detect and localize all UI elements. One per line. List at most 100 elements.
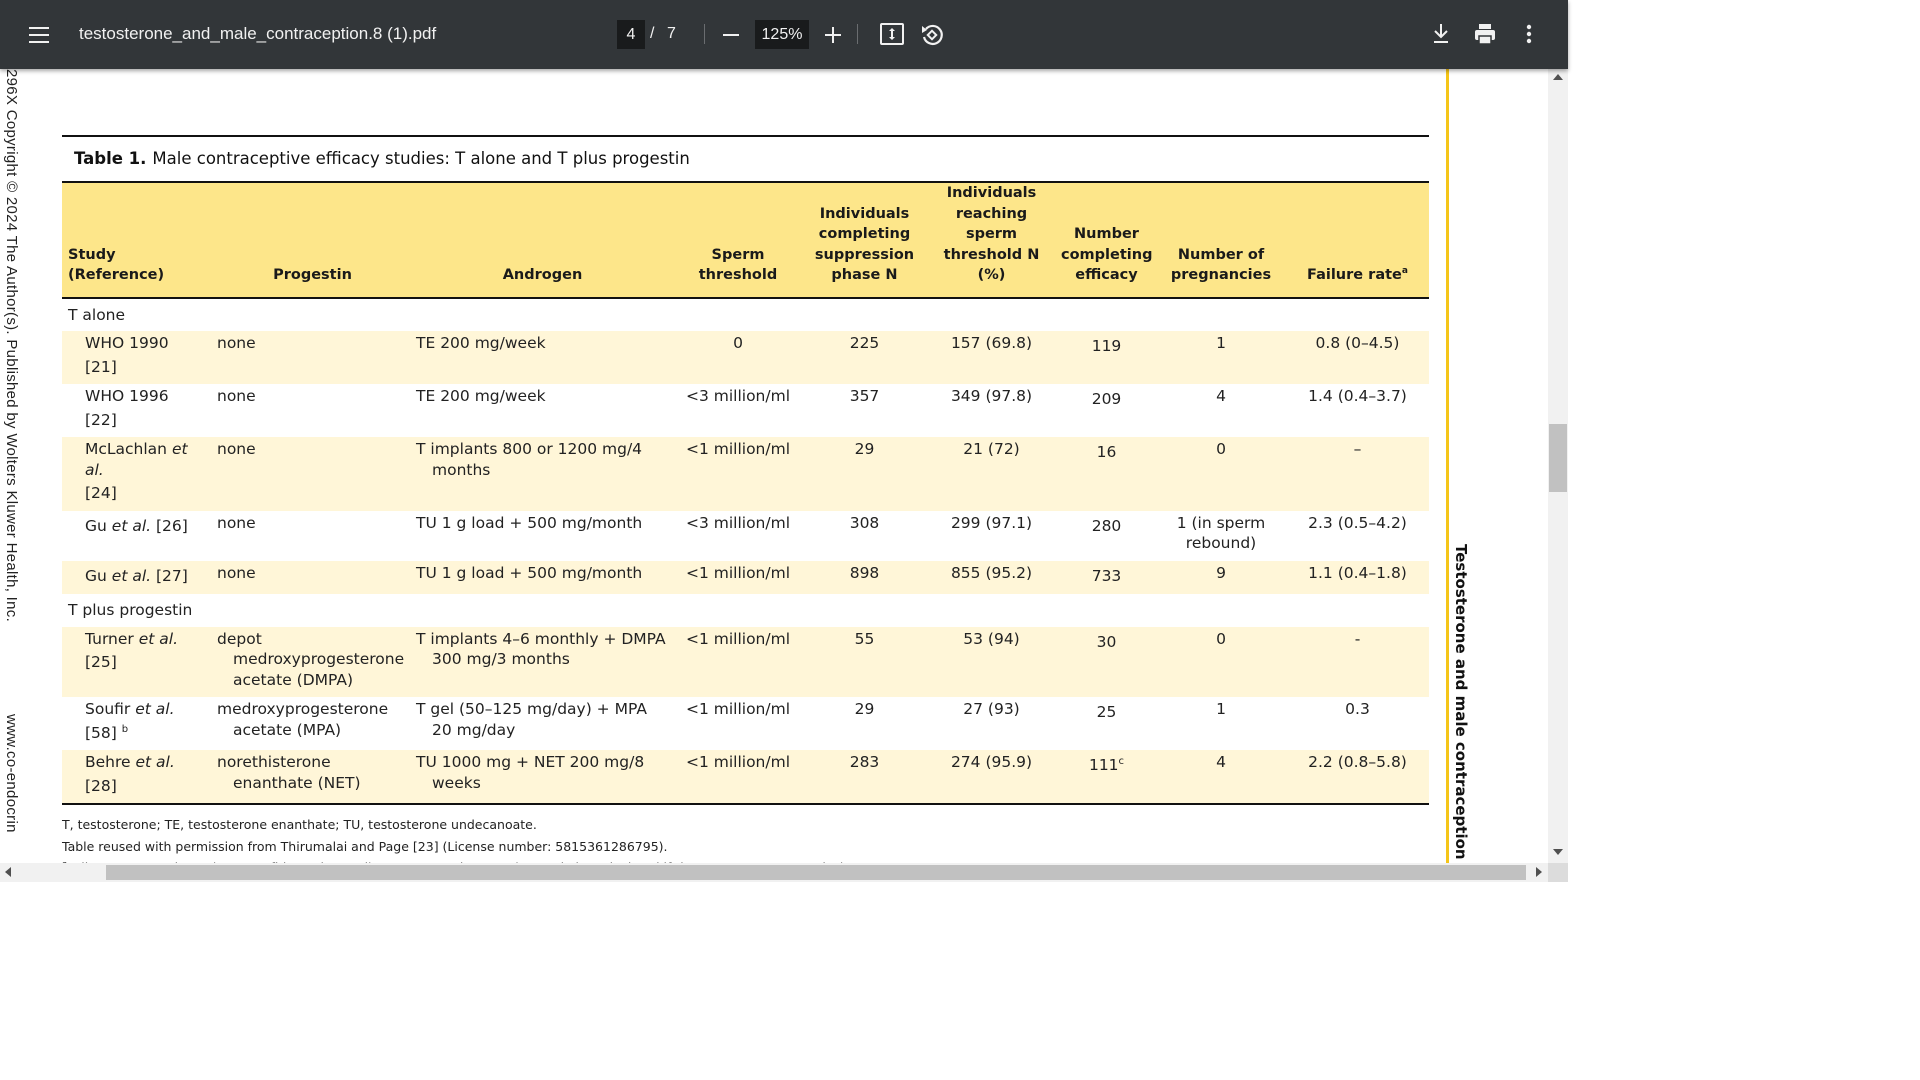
scroll-right-arrow-icon[interactable] <box>1536 867 1542 877</box>
table-row: Gu et al. [27] none TU 1 g load + 500 mg… <box>62 560 1429 594</box>
zoom-out-icon[interactable] <box>716 18 746 52</box>
table-row: Gu et al. [26] none TU 1 g load + 500 mg… <box>62 511 1429 561</box>
scroll-up-arrow-icon[interactable] <box>1553 74 1563 80</box>
sperm-threshold-cell: <1 million/ml <box>685 700 791 719</box>
scroll-left-arrow-icon[interactable] <box>5 867 11 877</box>
menu-icon[interactable] <box>22 18 56 52</box>
rotate-icon[interactable] <box>918 21 946 49</box>
study-cell: Soufir et al. [58] b <box>85 700 175 742</box>
study-cell: Gu et al. [27] <box>85 567 188 586</box>
table-footnotes: T, testosterone; TE, testosterone enanth… <box>62 813 1429 863</box>
left-margin: 296X Copyright © 2024 The Author(s). Pub… <box>2 69 20 863</box>
suppression-n-cell: 308 <box>849 513 880 532</box>
pregnancies-cell: 1 <box>1216 334 1226 352</box>
failure-rate-cell: - <box>1354 629 1361 648</box>
table-bottom-rule <box>62 803 1429 806</box>
column-header: Sperm threshold <box>698 246 778 284</box>
pregnancies-cell: 1 <box>1216 700 1226 719</box>
pregnancies-cell: 4 <box>1216 753 1226 772</box>
reaching-threshold-cell: 349 (97.8) <box>950 387 1033 406</box>
androgen-cell: TU 1 g load + 500 mg/month <box>416 563 643 582</box>
pregnancies-cell: 4 <box>1216 387 1226 406</box>
table-caption: Table 1. Male contraceptive efficacy stud… <box>62 137 1429 181</box>
efficacy-n-cell: 209 <box>1091 390 1122 409</box>
efficacy-n-cell: 111c <box>1088 756 1125 775</box>
section-label: T alone <box>68 305 126 324</box>
study-cell: Gu et al. [26] <box>85 517 188 536</box>
column-header: Failure ratea <box>1307 266 1408 283</box>
running-head: Testosterone and male contraception <box>1452 544 1470 860</box>
androgen-cell: TE 200 mg/week <box>416 334 546 352</box>
failure-rate-cell: 2.2 (0.8–5.8) <box>1308 753 1407 772</box>
zoom-level-input[interactable] <box>755 20 809 49</box>
efficacy-n-cell: 30 <box>1096 632 1117 651</box>
copyright-margin-text: 296X Copyright © 2024 The Author(s). Pub… <box>3 69 20 623</box>
scrollbar-corner <box>1548 863 1568 882</box>
document-title: testosterone_and_male_contraception.8 (1… <box>79 24 437 43</box>
column-header: Androgen <box>502 267 583 283</box>
vertical-scrollbar-thumb[interactable] <box>1549 424 1567 492</box>
efficacy-table: Study (Reference) Progestin Androgen Spe… <box>62 181 1429 804</box>
progestin-cell: norethisterone enanthate (NET) <box>217 753 361 792</box>
progestin-cell: medroxyprogesterone acetate (MPA) <box>217 700 389 739</box>
fit-page-icon[interactable] <box>880 23 904 45</box>
progestin-cell: none <box>217 334 256 352</box>
reaching-threshold-cell: 299 (97.1) <box>950 513 1033 532</box>
sperm-threshold-cell: <3 million/ml <box>685 387 791 406</box>
page-number-input[interactable] <box>617 20 645 49</box>
sperm-threshold-cell: <1 million/ml <box>685 440 791 459</box>
pregnancies-cell: 1 (in sperm rebound) <box>1176 513 1266 553</box>
progestin-cell: none <box>217 387 256 406</box>
progestin-cell: depot medroxyprogesterone acetate (DMPA) <box>217 629 405 689</box>
table-section-row: T plus progestin <box>62 594 1429 627</box>
androgen-cell: TU 1 g load + 500 mg/month <box>416 513 643 532</box>
suppression-n-cell: 283 <box>849 753 880 772</box>
progestin-cell: none <box>217 563 256 582</box>
pdf-viewport[interactable]: 296X Copyright © 2024 The Author(s). Pub… <box>0 69 1548 863</box>
progestin-cell: none <box>217 440 256 459</box>
table-top-rule <box>62 135 1429 137</box>
reaching-threshold-cell: 21 (72) <box>963 440 1020 459</box>
page-total: 7 <box>667 25 676 42</box>
study-cell: Behre et al. [28] <box>85 753 175 795</box>
failure-rate-cell: 0.3 <box>1345 700 1370 719</box>
reaching-threshold-cell: 274 (95.9) <box>950 753 1033 772</box>
pregnancies-cell: 9 <box>1216 563 1226 582</box>
table-row: McLachlan et al. [24] none T implants 800… <box>62 437 1429 511</box>
suppression-n-cell: 898 <box>849 563 880 582</box>
sperm-threshold-cell: <1 million/ml <box>685 753 791 772</box>
efficacy-n-cell: 25 <box>1096 703 1117 722</box>
table-row: WHO 1990 [21] none TE 200 mg/week 0 225 1… <box>62 331 1429 385</box>
journal-url-margin-text: www.co-endocrin <box>3 714 20 833</box>
more-options-icon[interactable] <box>1516 21 1542 47</box>
failure-rate-cell: – <box>1353 440 1362 459</box>
table-caption-text: Male contraceptive efficacy studies: T a… <box>152 149 690 168</box>
print-icon[interactable] <box>1472 21 1498 47</box>
column-header: Individuals reaching sperm threshold N (… <box>943 185 1040 283</box>
column-header: Progestin <box>273 267 352 283</box>
horizontal-scrollbar-thumb[interactable] <box>106 865 1526 880</box>
androgen-cell: TU 1000 mg + NET 200 mg/8 weeks <box>416 753 645 792</box>
study-cell: WHO 1996 [22] <box>85 387 169 429</box>
pregnancies-cell: 0 <box>1216 629 1226 648</box>
efficacy-n-cell: 119 <box>1091 337 1122 356</box>
efficacy-n-cell: 280 <box>1091 517 1122 536</box>
androgen-cell: T implants 4–6 monthly + DMPA 300 mg/3 m… <box>416 629 666 669</box>
reaching-threshold-cell: 53 (94) <box>963 629 1020 648</box>
androgen-cell: TE 200 mg/week <box>416 387 546 406</box>
column-header: Study (Reference) <box>68 246 165 284</box>
toolbar-divider <box>704 24 705 44</box>
pregnancies-cell: 0 <box>1216 440 1226 459</box>
suppression-n-cell: 55 <box>854 629 875 648</box>
sperm-threshold-cell: <1 million/ml <box>685 563 791 582</box>
download-icon[interactable] <box>1428 21 1454 47</box>
table-caption-label: Table 1. <box>74 149 147 168</box>
scroll-down-arrow-icon[interactable] <box>1553 849 1563 855</box>
suppression-n-cell: 357 <box>849 387 880 406</box>
toolbar-divider <box>857 24 858 44</box>
footnote: T, testosterone; TE, testosterone enanth… <box>62 817 537 833</box>
study-cell: Turner et al. [25] <box>85 629 178 672</box>
study-cell: WHO 1990 [21] <box>85 334 169 376</box>
zoom-in-icon[interactable] <box>818 18 848 52</box>
table-row: Behre et al. [28] norethisterone enanthat… <box>62 750 1429 804</box>
